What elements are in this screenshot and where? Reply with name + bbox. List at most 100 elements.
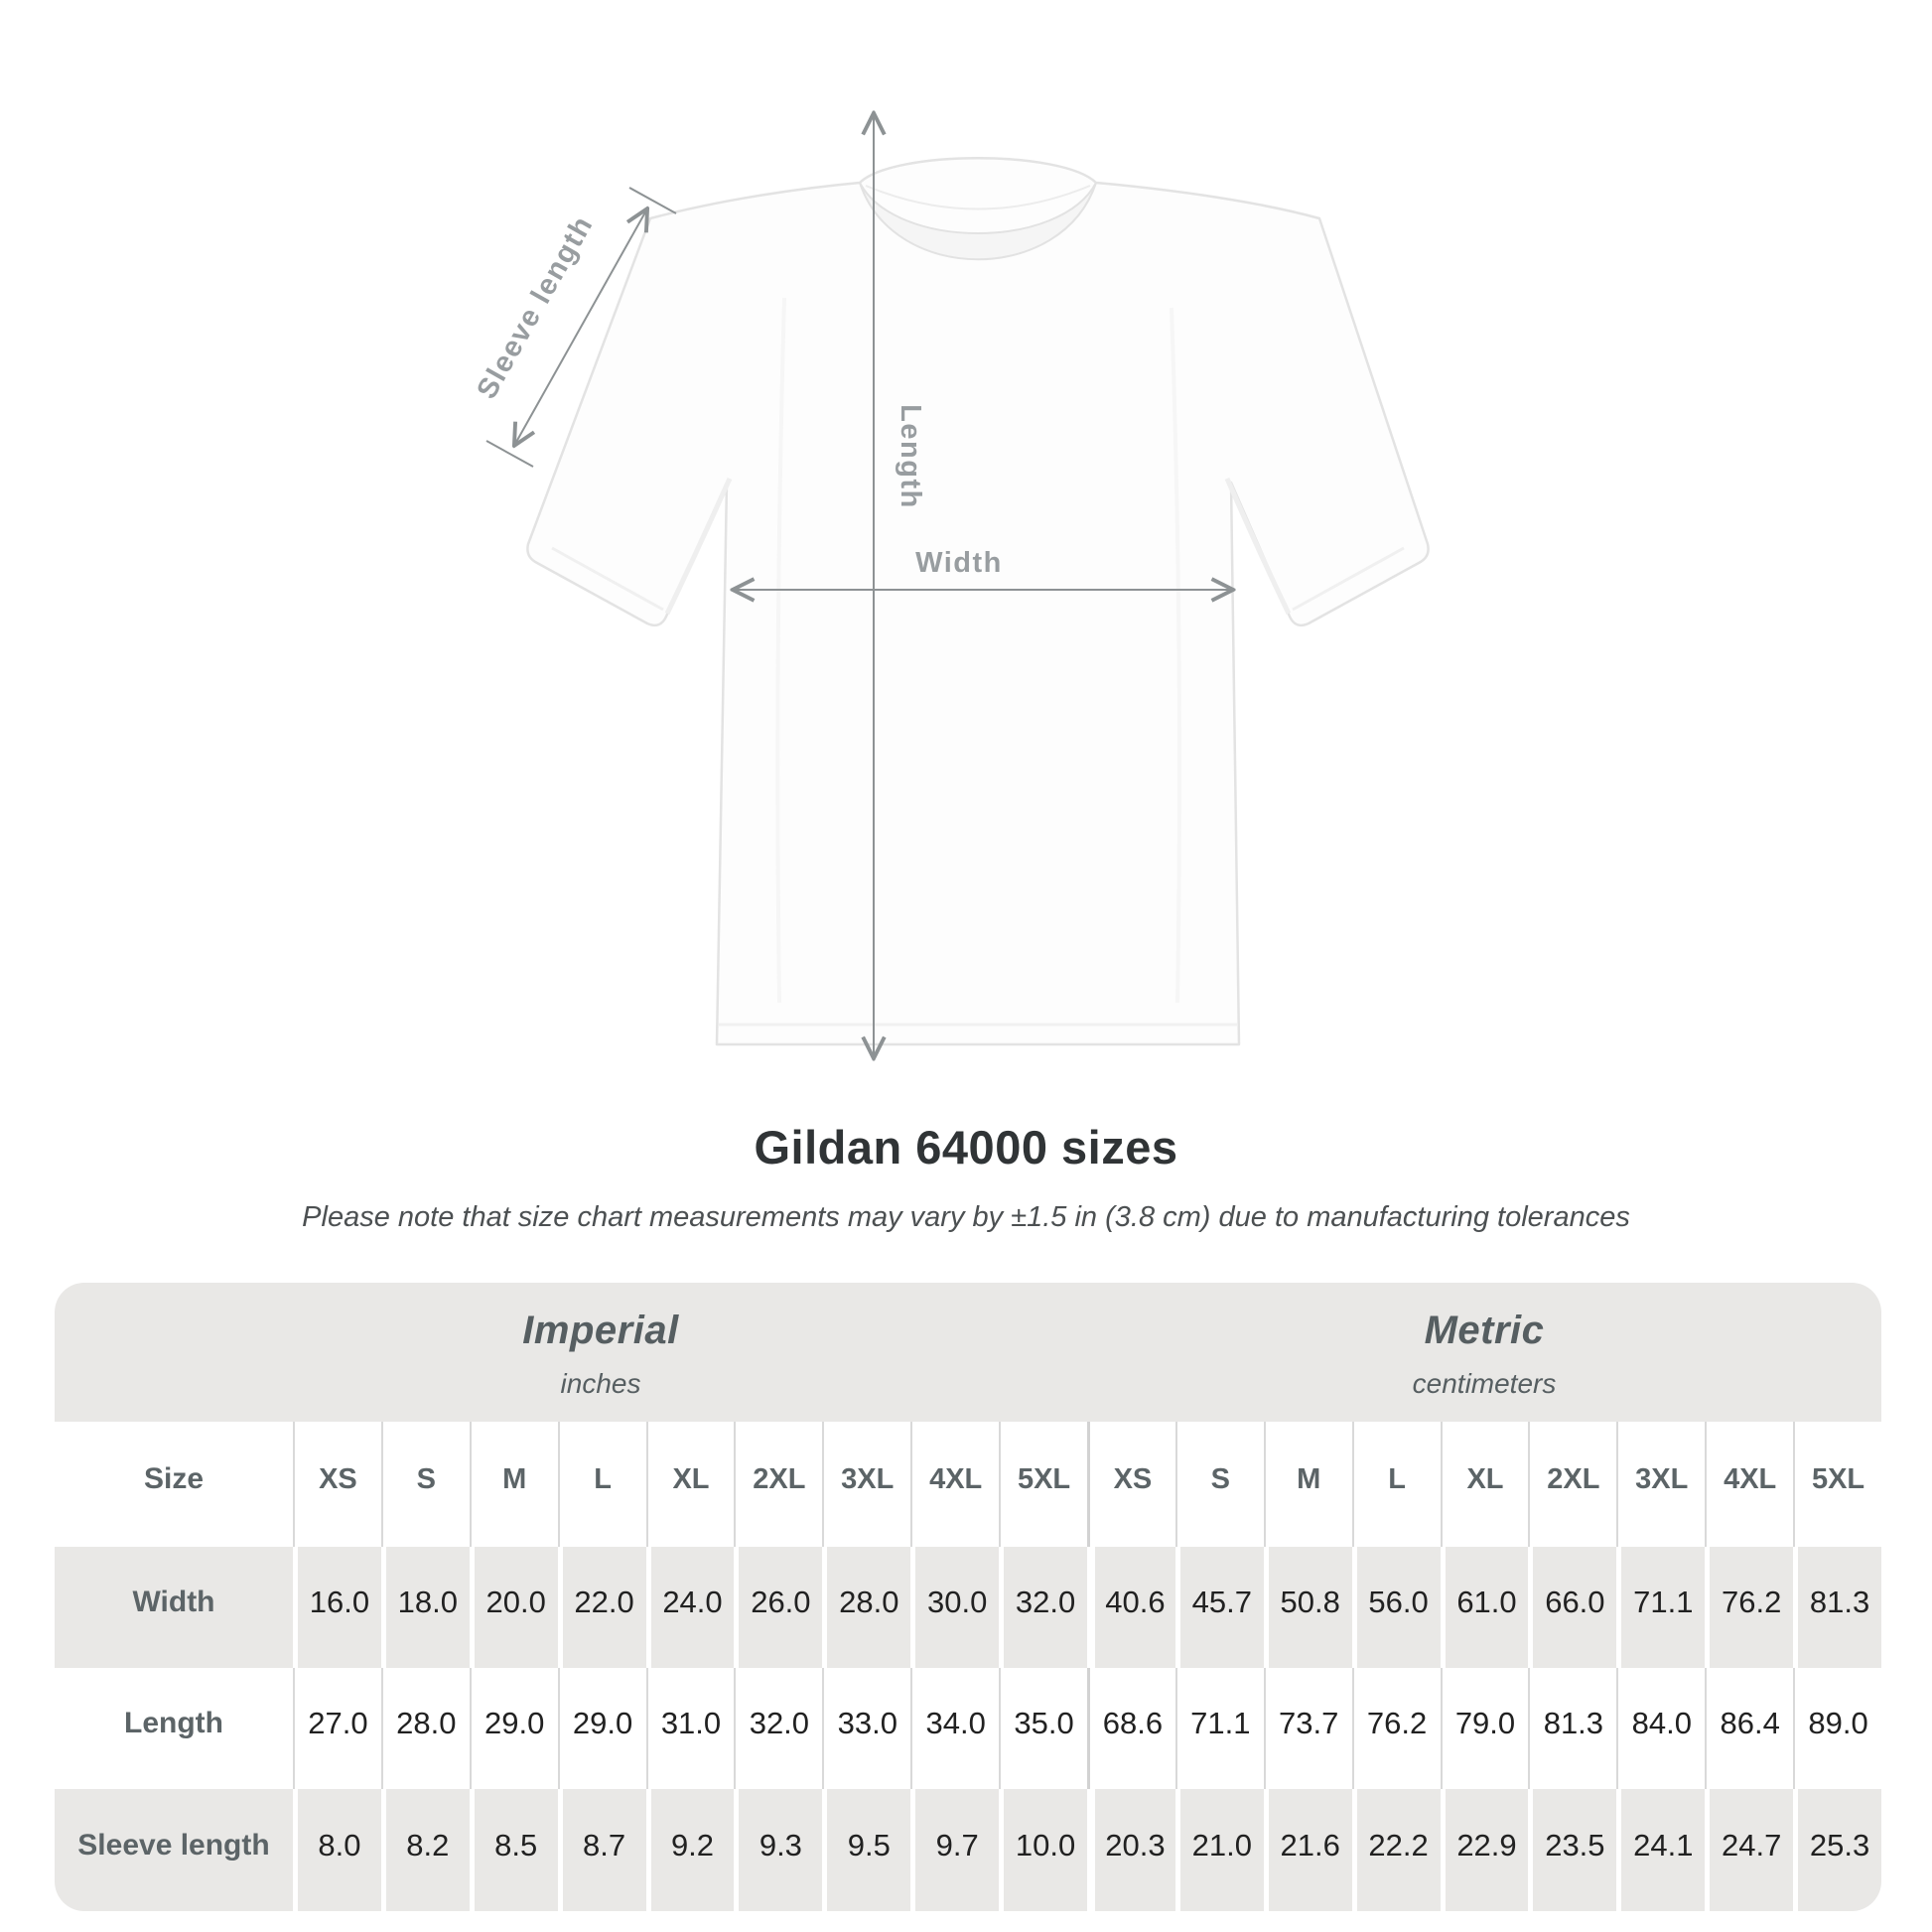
value-cell: 76.2 (1351, 1668, 1441, 1789)
value-cell: 34.0 (910, 1668, 1000, 1789)
value-cell: 20.3 (1086, 1789, 1175, 1911)
value-cell: 81.3 (1528, 1668, 1617, 1789)
value-cell: 84.0 (1616, 1668, 1706, 1789)
value-cell: 45.7 (1174, 1547, 1264, 1668)
sleeve-length-label: Sleeve length (471, 210, 600, 404)
value-cell: 18.0 (380, 1547, 470, 1668)
value-cell: 31.0 (645, 1668, 735, 1789)
value-cell: 89.0 (1793, 1668, 1881, 1789)
value-cell: 30.0 (910, 1547, 1000, 1668)
size-col-header: L (557, 1422, 646, 1547)
value-cell: 22.2 (1351, 1789, 1441, 1911)
value-cell: 71.1 (1616, 1547, 1706, 1668)
value-cell: 8.0 (293, 1789, 381, 1911)
value-cell: 79.0 (1440, 1668, 1529, 1789)
value-cell: 61.0 (1440, 1547, 1529, 1668)
value-cell: 22.0 (557, 1547, 646, 1668)
tshirt-graphic (526, 157, 1430, 1046)
size-col-header: 2XL (1528, 1422, 1617, 1547)
value-cell: 24.7 (1705, 1789, 1794, 1911)
size-col-header: L (1351, 1422, 1441, 1547)
value-cell: 24.1 (1616, 1789, 1706, 1911)
value-cell: 68.6 (1086, 1668, 1175, 1789)
table-row-width: Width 16.0 18.0 20.0 22.0 24.0 26.0 28.0… (55, 1547, 1881, 1668)
value-cell: 22.9 (1440, 1789, 1529, 1911)
value-cell: 21.0 (1174, 1789, 1264, 1911)
value-cell: 20.0 (469, 1547, 558, 1668)
size-col-header: 4XL (1705, 1422, 1794, 1547)
value-cell: 25.3 (1793, 1789, 1881, 1911)
size-col-header: XS (1086, 1422, 1175, 1547)
size-col-header: XL (645, 1422, 735, 1547)
value-cell: 16.0 (293, 1547, 381, 1668)
metric-unit: centimeters (1412, 1368, 1557, 1399)
value-cell: 86.4 (1705, 1668, 1794, 1789)
imperial-header: Imperial inches (55, 1283, 1087, 1422)
value-cell: 56.0 (1351, 1547, 1441, 1668)
sleeve-tick-top (628, 187, 677, 214)
size-col-header: 4XL (910, 1422, 1000, 1547)
value-cell: 29.0 (557, 1668, 646, 1789)
table-row-sleeve-length: Sleeve length 8.0 8.2 8.5 8.7 9.2 9.3 9.… (55, 1789, 1881, 1911)
size-header-row: Size XS S M L XL 2XL 3XL 4XL 5XL XS S M … (55, 1422, 1881, 1547)
value-cell: 8.5 (469, 1789, 558, 1911)
tolerance-note: Please note that size chart measurements… (302, 1201, 1630, 1233)
value-cell: 21.6 (1263, 1789, 1352, 1911)
value-cell: 27.0 (293, 1668, 381, 1789)
metric-header: Metric centimeters (1087, 1283, 1881, 1422)
value-cell: 35.0 (999, 1668, 1087, 1789)
table-row-length: Length 27.0 28.0 29.0 29.0 31.0 32.0 33.… (55, 1668, 1881, 1789)
row-label: Length (55, 1668, 293, 1789)
value-cell: 24.0 (645, 1547, 735, 1668)
tshirt-measurement-diagram: Length Width Sleeve length (471, 0, 1430, 1092)
size-col-header: 3XL (822, 1422, 911, 1547)
metric-title: Metric (1424, 1309, 1545, 1352)
value-cell: 32.0 (999, 1547, 1087, 1668)
size-col-header: 3XL (1616, 1422, 1706, 1547)
unit-header-row: Imperial inches Metric centimeters (55, 1283, 1881, 1422)
value-cell: 26.0 (734, 1547, 823, 1668)
row-label: Width (55, 1547, 293, 1668)
size-col-header: 2XL (734, 1422, 823, 1547)
sleeve-length-arrow (515, 210, 646, 444)
value-cell: 81.3 (1793, 1547, 1881, 1668)
value-cell: 8.2 (380, 1789, 470, 1911)
size-col-header: M (1263, 1422, 1352, 1547)
value-cell: 29.0 (469, 1668, 558, 1789)
value-cell: 10.0 (999, 1789, 1087, 1911)
size-col-header: S (1174, 1422, 1264, 1547)
value-cell: 66.0 (1528, 1547, 1617, 1668)
page-title: Gildan 64000 sizes (754, 1121, 1178, 1173)
size-col-header: M (469, 1422, 558, 1547)
imperial-unit: inches (560, 1368, 641, 1399)
size-col-header: 5XL (999, 1422, 1087, 1547)
width-label: Width (915, 547, 1003, 579)
value-cell: 40.6 (1086, 1547, 1175, 1668)
value-cell: 73.7 (1263, 1668, 1352, 1789)
size-col-header: 5XL (1793, 1422, 1881, 1547)
size-chart-table: Imperial inches Metric centimeters Size … (55, 1283, 1881, 1911)
imperial-title: Imperial (522, 1309, 679, 1352)
value-cell: 23.5 (1528, 1789, 1617, 1911)
value-cell: 71.1 (1174, 1668, 1264, 1789)
length-label: Length (895, 404, 926, 509)
size-col-header: XL (1440, 1422, 1529, 1547)
value-cell: 50.8 (1263, 1547, 1352, 1668)
value-cell: 9.3 (734, 1789, 823, 1911)
value-cell: 28.0 (822, 1547, 911, 1668)
value-cell: 9.7 (910, 1789, 1000, 1911)
sleeve-tick-bottom (485, 440, 534, 468)
value-cell: 9.5 (822, 1789, 911, 1911)
value-cell: 76.2 (1705, 1547, 1794, 1668)
value-cell: 8.7 (557, 1789, 646, 1911)
value-cell: 32.0 (734, 1668, 823, 1789)
row-label: Sleeve length (55, 1789, 293, 1911)
size-col-header: XS (293, 1422, 381, 1547)
value-cell: 28.0 (380, 1668, 470, 1789)
size-row-label: Size (55, 1422, 293, 1547)
value-cell: 33.0 (822, 1668, 911, 1789)
value-cell: 9.2 (645, 1789, 735, 1911)
width-annotation: Width (735, 547, 1231, 590)
size-col-header: S (380, 1422, 470, 1547)
